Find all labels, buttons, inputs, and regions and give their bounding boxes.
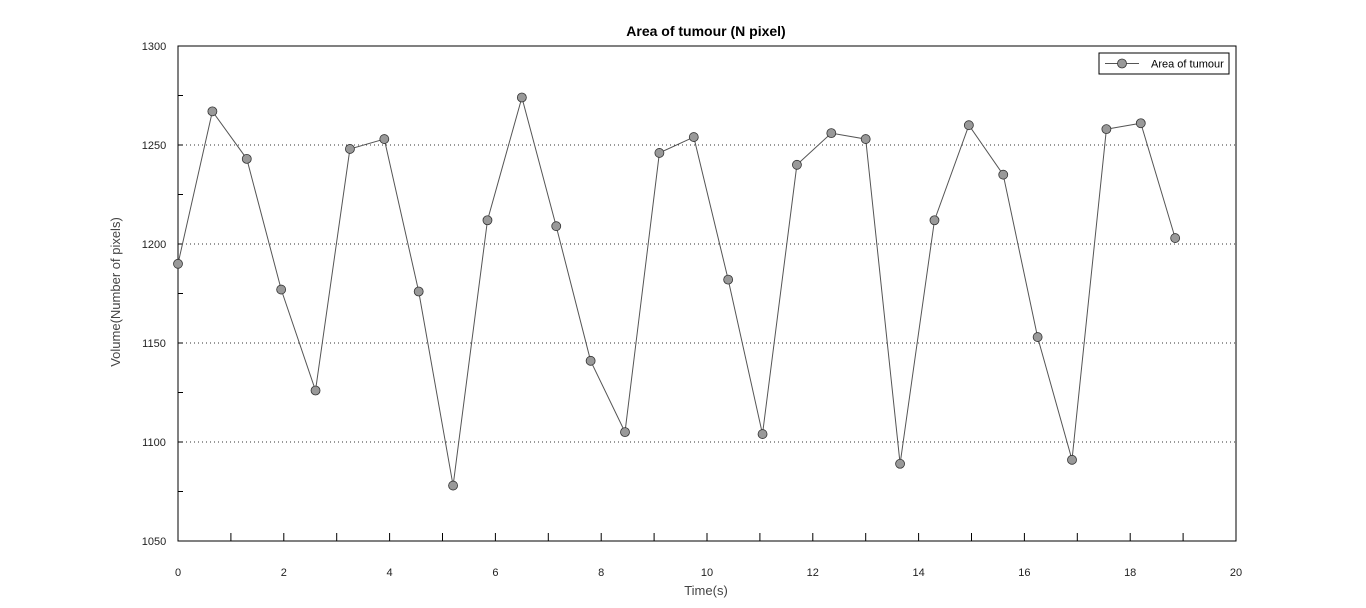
data-point	[551, 221, 562, 232]
data-point	[998, 169, 1009, 180]
data-point	[895, 458, 905, 469]
y-axis-ticks: 1050 1100 1150 1200 1250 1300	[142, 41, 183, 548]
y-tick-label: 1300	[142, 41, 166, 53]
data-point	[345, 144, 355, 154]
series-points	[173, 92, 1181, 491]
data-point	[448, 480, 458, 491]
data-point	[241, 153, 252, 164]
data-point	[757, 429, 768, 439]
data-point	[585, 355, 596, 366]
data-point	[620, 427, 630, 438]
x-tick-label: 12	[807, 567, 819, 579]
data-point	[413, 286, 424, 297]
legend-box	[1098, 52, 1230, 75]
data-point	[860, 134, 871, 144]
y-tick-label: 1100	[142, 437, 166, 449]
x-tick-label: 6	[492, 567, 498, 579]
data-point	[792, 159, 802, 170]
y-tick-label: 1150	[142, 338, 166, 350]
data-point	[173, 258, 183, 269]
data-point	[1135, 118, 1146, 129]
legend-marker	[1117, 58, 1127, 69]
data-point	[310, 385, 321, 396]
data-point	[826, 128, 837, 139]
x-tick-label: 8	[598, 567, 604, 579]
plot-frame	[177, 45, 1237, 542]
x-tick-label: 14	[912, 567, 924, 579]
x-tick-label: 4	[387, 567, 393, 579]
data-point	[1032, 332, 1043, 342]
x-tick-label: 10	[701, 567, 713, 579]
data-point	[1170, 233, 1181, 243]
data-point	[723, 274, 734, 285]
data-point	[1101, 124, 1112, 135]
x-tick-label: 16	[1018, 567, 1030, 579]
data-point	[963, 120, 974, 131]
x-tick-label: 20	[1230, 567, 1242, 579]
data-point	[276, 284, 287, 295]
x-tick-label: 18	[1124, 567, 1136, 579]
data-point	[688, 132, 699, 142]
y-axis-label: Volume(Number of pixels)	[108, 217, 123, 367]
y-tick-label: 1050	[142, 536, 166, 548]
data-point	[379, 134, 390, 144]
data-point	[207, 106, 218, 117]
series-line-area-of-tumour	[177, 95, 1176, 486]
x-axis-label: Time(s)	[684, 583, 728, 598]
legend-label: Area of tumour	[1151, 59, 1224, 71]
data-point	[654, 148, 665, 158]
data-point	[482, 215, 493, 226]
x-tick-label: 0	[175, 567, 181, 579]
y-tick-label: 1250	[142, 140, 166, 152]
data-point	[1067, 454, 1077, 465]
data-point	[516, 92, 527, 103]
legend: Area of tumour	[1098, 52, 1230, 75]
data-point	[929, 215, 940, 226]
x-axis-ticks: 0 2 4 6 8 10 12 14 16 18 20	[175, 533, 1242, 579]
chart-title: Area of tumour (N pixel)	[626, 23, 785, 39]
y-tick-label: 1200	[142, 239, 166, 251]
x-tick-label: 2	[281, 567, 287, 579]
